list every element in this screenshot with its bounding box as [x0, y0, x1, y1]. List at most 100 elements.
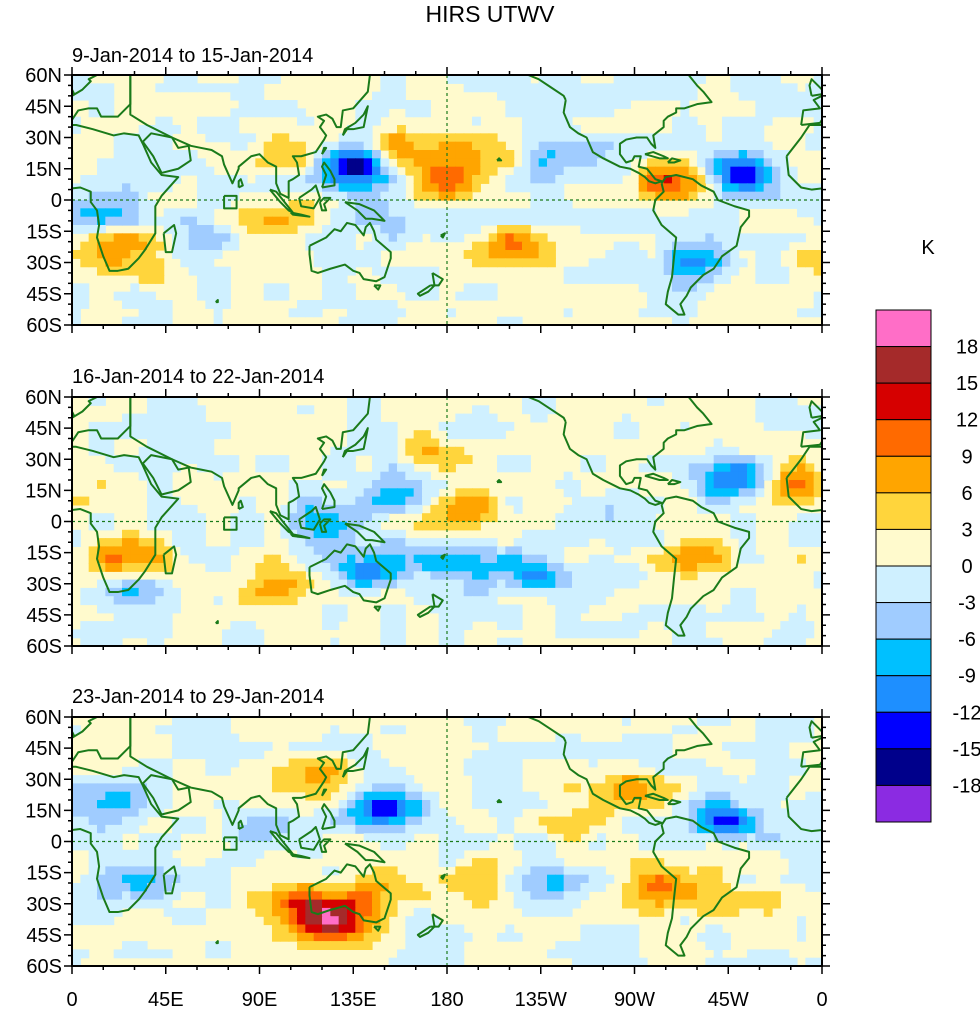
anomaly-cell [613, 800, 623, 809]
anomaly-cell [772, 275, 781, 284]
anomaly-cell [472, 841, 481, 851]
anomaly-cell [747, 471, 756, 481]
anomaly-cell [722, 150, 731, 159]
anomaly-cell [797, 480, 806, 489]
anomaly-cell [463, 191, 473, 201]
anomaly-cell [597, 83, 606, 93]
anomaly-cell [97, 621, 106, 630]
anomaly-cell [713, 538, 723, 547]
anomaly-cell [72, 775, 81, 784]
anomaly-cell [72, 916, 81, 926]
anomaly-cell [547, 899, 556, 909]
anomaly-cell [555, 208, 565, 218]
anomaly-cell [238, 133, 248, 143]
anomaly-cell [763, 841, 773, 851]
anomaly-cell [197, 175, 206, 184]
anomaly-cell [388, 183, 398, 193]
anomaly-cell [605, 932, 615, 942]
anomaly-cell [447, 629, 456, 639]
anomaly-cell [688, 480, 698, 489]
anomaly-cell [447, 150, 456, 159]
anomaly-cell [555, 150, 565, 159]
anomaly-cell [747, 596, 756, 606]
anomaly-cell [680, 866, 690, 876]
anomaly-cell [155, 471, 165, 481]
anomaly-cell [297, 308, 306, 318]
anomaly-cell [713, 225, 723, 234]
anomaly-cell [497, 75, 506, 84]
anomaly-cell [388, 504, 398, 514]
anomaly-cell [397, 150, 406, 159]
anomaly-cell [322, 250, 331, 259]
anomaly-cell [722, 554, 731, 564]
anomaly-cell [105, 83, 115, 93]
anomaly-cell [122, 538, 131, 547]
anomaly-cell [238, 858, 248, 867]
anomaly-cell [355, 816, 365, 826]
anomaly-cell [147, 858, 156, 867]
anomaly-cell [672, 816, 681, 826]
coastline-australia [308, 543, 392, 604]
anomaly-cell [97, 637, 106, 646]
anomaly-cell [163, 841, 173, 851]
anomaly-cell [572, 100, 581, 109]
anomaly-cell [130, 191, 140, 201]
anomaly-cell [613, 83, 623, 93]
anomaly-cell [447, 841, 456, 851]
anomaly-cell [705, 941, 715, 950]
anomaly-cell [88, 891, 98, 901]
anomaly-cell [397, 133, 406, 143]
anomaly-cell [163, 554, 173, 564]
anomaly-cell [513, 579, 523, 589]
anomaly-cell [780, 849, 790, 859]
anomaly-cell [797, 629, 806, 639]
anomaly-cell [755, 808, 765, 818]
anomaly-cell [772, 91, 781, 101]
anomaly-cell [297, 766, 306, 776]
anomaly-cell [397, 621, 406, 630]
anomaly-cell [638, 513, 648, 523]
anomaly-cell [97, 833, 106, 843]
anomaly-cell [755, 463, 765, 473]
anomaly-cell [722, 233, 731, 243]
anomaly-cell [563, 563, 573, 572]
anomaly-cell [88, 397, 98, 406]
anomaly-cell [488, 233, 498, 243]
anomaly-cell [538, 554, 548, 564]
anomaly-cell [538, 907, 548, 917]
anomaly-cell [313, 775, 323, 784]
anomaly-cell [188, 233, 198, 243]
anomaly-cell [72, 191, 81, 201]
anomaly-cell [622, 496, 631, 506]
anomaly-cell [513, 504, 523, 514]
anomaly-cell [147, 496, 156, 506]
anomaly-cell [597, 529, 606, 539]
anomaly-cell [797, 621, 806, 630]
anomaly-cell [380, 233, 390, 243]
anomaly-cell [613, 957, 623, 966]
anomaly-cell [347, 183, 356, 193]
anomaly-cell [322, 191, 331, 201]
anomaly-cell [647, 824, 656, 834]
anomaly-cell [372, 405, 381, 415]
anomaly-cell [355, 100, 365, 109]
anomaly-cell [455, 824, 465, 834]
anomaly-cell [647, 504, 656, 514]
anomaly-cell [122, 250, 131, 259]
anomaly-cell [463, 225, 473, 234]
anomaly-cell [638, 141, 648, 151]
anomaly-cell [680, 100, 690, 109]
anomaly-cell [605, 513, 615, 523]
anomaly-cell [413, 521, 423, 531]
anomaly-cell [522, 397, 531, 406]
anomaly-cell [222, 83, 231, 93]
anomaly-cell [155, 800, 165, 809]
anomaly-cell [388, 637, 398, 646]
anomaly-cell [322, 546, 331, 556]
anomaly-cell [705, 637, 715, 646]
anomaly-cell [713, 183, 723, 193]
anomaly-cell [72, 883, 81, 892]
anomaly-cell [463, 75, 473, 84]
anomaly-cell [780, 405, 790, 415]
anomaly-cell [522, 141, 531, 151]
